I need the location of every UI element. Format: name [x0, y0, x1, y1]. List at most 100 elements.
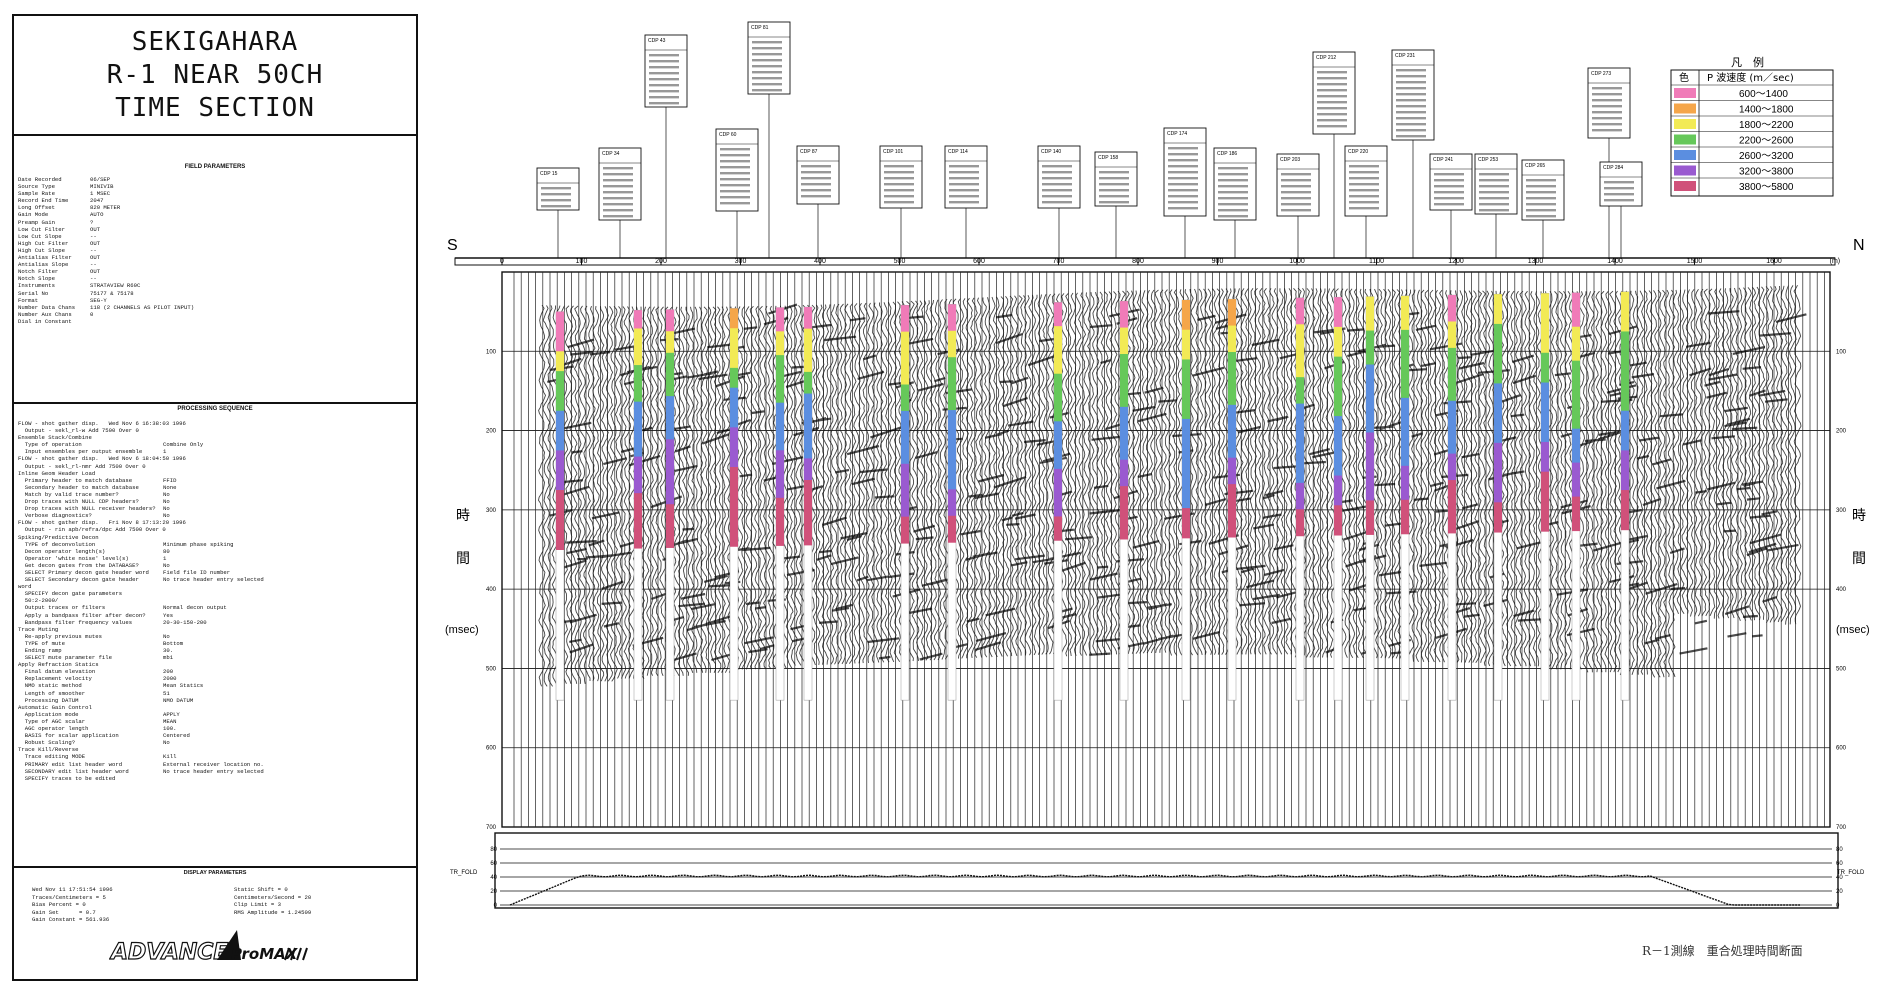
velocity-log-segment	[1182, 418, 1190, 450]
proc-step-row: Inline Geom Header Load	[18, 470, 264, 477]
velocity-table-row	[1317, 89, 1347, 92]
time-tick-right: 300	[1836, 508, 1847, 514]
velocity-log-segment	[1054, 302, 1062, 327]
velocity-table-row	[1396, 123, 1426, 126]
velocity-log-segment	[1621, 490, 1629, 531]
proc-step-row: Robust Scaling? No	[18, 739, 264, 746]
velocity-table-row	[1526, 191, 1556, 194]
velocity-table-row	[1099, 183, 1129, 186]
field-param-value: AUTO	[90, 211, 104, 219]
proc-step-value: 1	[163, 448, 167, 456]
velocity-table-row	[884, 165, 914, 168]
velocity-table-row	[1317, 77, 1347, 80]
proc-step-value: No	[163, 561, 170, 569]
proc-step-value: No	[163, 505, 170, 513]
proc-step-key: Spiking/Predictive Decon	[18, 533, 99, 541]
velocity-log-segment	[634, 383, 642, 403]
processing-sequence-block: PROCESSING SEQUENCE FLOW - shot gather d…	[14, 404, 416, 868]
velocity-table-row	[1479, 173, 1509, 176]
velocity-table-cdp: CDP 15	[540, 171, 558, 177]
field-param-value: 1 MSEC	[90, 190, 111, 198]
velocity-log-segment	[1296, 324, 1304, 352]
proc-step-row: Verbose diagnostics? No	[18, 512, 264, 519]
velocity-table-row	[1168, 159, 1198, 162]
velocity-table-cdp: CDP 140	[1041, 149, 1061, 155]
field-param-key: Preamp Gain	[18, 218, 55, 226]
fold-panel: 80 80 60 60 40 40 20 20 0 0	[490, 832, 1843, 909]
velocity-table-row	[720, 190, 750, 193]
velocity-box-group: CDP 15 CDP 34 CDP 43 CDP 60 CDP 81 CDP 87 CDP …	[536, 21, 1643, 258]
proc-step-row: Final datum elevation 200	[18, 668, 264, 675]
velocity-log-segment	[901, 358, 909, 386]
field-param-value: STRATAVIEW R60C	[90, 282, 141, 290]
field-param-row: Date Recorded 06/SEP	[18, 176, 194, 183]
velocity-table-cdp: CDP 34	[602, 151, 620, 157]
proc-step-value: Field file ID number	[163, 568, 231, 576]
velocity-table-row	[1396, 93, 1426, 96]
velocity-log-segment	[1296, 377, 1304, 405]
field-param-key: Notch Slope	[18, 275, 55, 283]
field-param-key: Format	[18, 296, 39, 304]
velocity-table-row	[801, 195, 831, 198]
proc-step-key: Apply Refraction Statics	[18, 661, 99, 669]
velocity-log-segment	[1572, 360, 1580, 396]
velocity-log-segment	[1182, 329, 1190, 360]
proc-step-row: Trace Muting	[18, 626, 264, 633]
velocity-table-row	[720, 148, 750, 151]
velocity-table-row	[752, 83, 782, 86]
velocity-table-row	[541, 187, 571, 190]
distance-tick-label: 1200	[1448, 258, 1464, 265]
velocity-table-row	[752, 47, 782, 50]
velocity-table-row	[720, 202, 750, 205]
velocity-table-row	[1592, 111, 1622, 114]
velocity-table-row	[720, 178, 750, 181]
velocity-log-segment	[1296, 482, 1304, 510]
proc-step-value: NMO DATUM	[163, 696, 194, 704]
field-param-value: --	[90, 246, 97, 254]
velocity-log-segment	[1448, 427, 1456, 455]
velocity-table-row	[1349, 201, 1379, 204]
velocity-log-segment	[804, 458, 812, 481]
proc-step-key: Drop traces with NULL CDP headers?	[18, 498, 139, 506]
velocity-table-row	[1479, 185, 1509, 188]
velocity-table-row	[1349, 189, 1379, 192]
time-tick-right: 600	[1836, 746, 1847, 752]
velocity-log-segment	[1120, 380, 1128, 408]
velocity-table-row	[1042, 171, 1072, 174]
proc-step-value: Bottom	[163, 639, 184, 647]
field-param-key: Low Cut Filter	[18, 225, 65, 233]
velocity-table-row	[541, 199, 571, 202]
velocity-log-segment	[1366, 466, 1374, 501]
velocity-log-segment	[666, 309, 674, 332]
velocity-log-segment	[776, 378, 784, 404]
field-param-key: Long Offset	[18, 204, 55, 212]
velocity-table-row	[1349, 207, 1379, 210]
velocity-table-row	[649, 72, 679, 75]
legend-label: 600～1400	[1739, 89, 1788, 100]
display-param-line: Gain Constant = 561.936	[32, 916, 110, 923]
proc-step-value: None	[163, 483, 177, 491]
velocity-table-row	[1168, 177, 1198, 180]
proc-step-row: Drop traces with NULL CDP headers? No	[18, 498, 264, 505]
velocity-log-segment	[1448, 506, 1456, 534]
field-param-value: --	[90, 261, 97, 269]
velocity-table-row	[1218, 179, 1248, 182]
velocity-log-segment	[1296, 430, 1304, 457]
velocity-log-segment	[804, 350, 812, 373]
velocity-log-segment	[556, 410, 564, 432]
promax-logo: ADVANCE ProMAX	[109, 930, 308, 966]
velocity-table-row	[884, 177, 914, 180]
velocity-table-row	[649, 96, 679, 99]
velocity-table-row	[1218, 215, 1248, 218]
velocity-log-segment	[666, 374, 674, 397]
proc-step-row: FLOW - shot gather disp. Wed Nov 6 18:04…	[18, 455, 264, 462]
velocity-table-row	[752, 77, 782, 80]
field-param-key: Date Recorded	[18, 176, 62, 183]
proc-step-value: Centered	[163, 732, 190, 740]
proc-step-row: Output - sekl_rl-nmr Add 7500 Over 0	[18, 463, 264, 470]
velocity-log-segment	[1572, 292, 1580, 328]
velocity-table-row	[603, 203, 633, 206]
proc-step-key: Secondary header to match database	[18, 483, 139, 491]
velocity-log-segment	[634, 328, 642, 348]
velocity-log-segment	[1448, 295, 1456, 322]
